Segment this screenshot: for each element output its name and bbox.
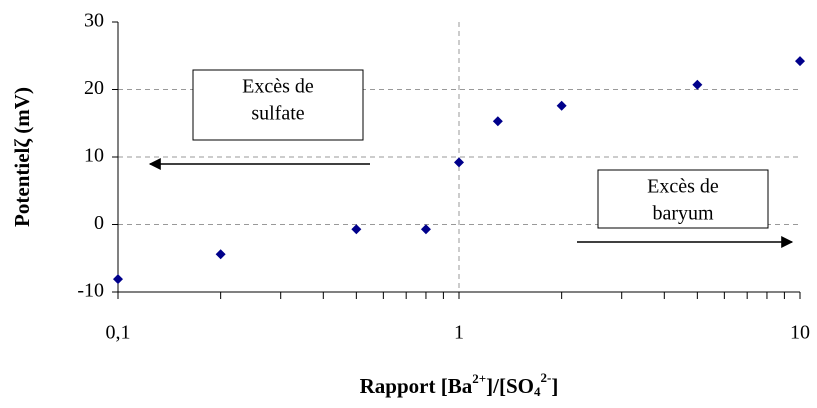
- x-axis-label-part: 2+: [472, 371, 486, 386]
- x-tick-label: 0,1: [106, 322, 131, 344]
- point: [692, 79, 703, 90]
- x-axis-label-part: Rapport [Ba: [360, 374, 473, 398]
- annotation-text: Excès de: [647, 176, 719, 198]
- y-axis-label: Potentielζ (mV): [10, 87, 34, 227]
- annotation-text: baryum: [652, 203, 714, 225]
- point: [556, 100, 567, 111]
- point: [420, 224, 431, 235]
- point: [351, 224, 362, 235]
- x-axis-label: Rapport [Ba2+]/[SO42-]: [360, 370, 559, 399]
- x-tick-label: 1: [454, 322, 464, 344]
- point: [113, 274, 123, 285]
- point: [454, 157, 464, 168]
- y-tick-label: -10: [77, 280, 104, 302]
- x-axis-label-part: 4: [534, 384, 541, 399]
- y-tick-label: 20: [84, 77, 104, 99]
- annotation-text: sulfate: [251, 103, 304, 125]
- annotation-box: [192, 69, 364, 141]
- x-axis-label-part: ]: [551, 374, 558, 398]
- annotation-text: Excès de: [242, 76, 314, 98]
- x-axis-label-part: 2-: [541, 370, 552, 385]
- y-tick-label: 30: [84, 10, 104, 32]
- point: [795, 56, 805, 67]
- point: [215, 249, 226, 260]
- annotation-box: [597, 169, 769, 229]
- y-tick-label: 10: [84, 145, 104, 167]
- point: [492, 116, 503, 127]
- x-axis-label-part: ]/[SO: [486, 374, 534, 398]
- y-tick-label: 0: [94, 212, 104, 234]
- x-tick-label: 10: [790, 322, 810, 344]
